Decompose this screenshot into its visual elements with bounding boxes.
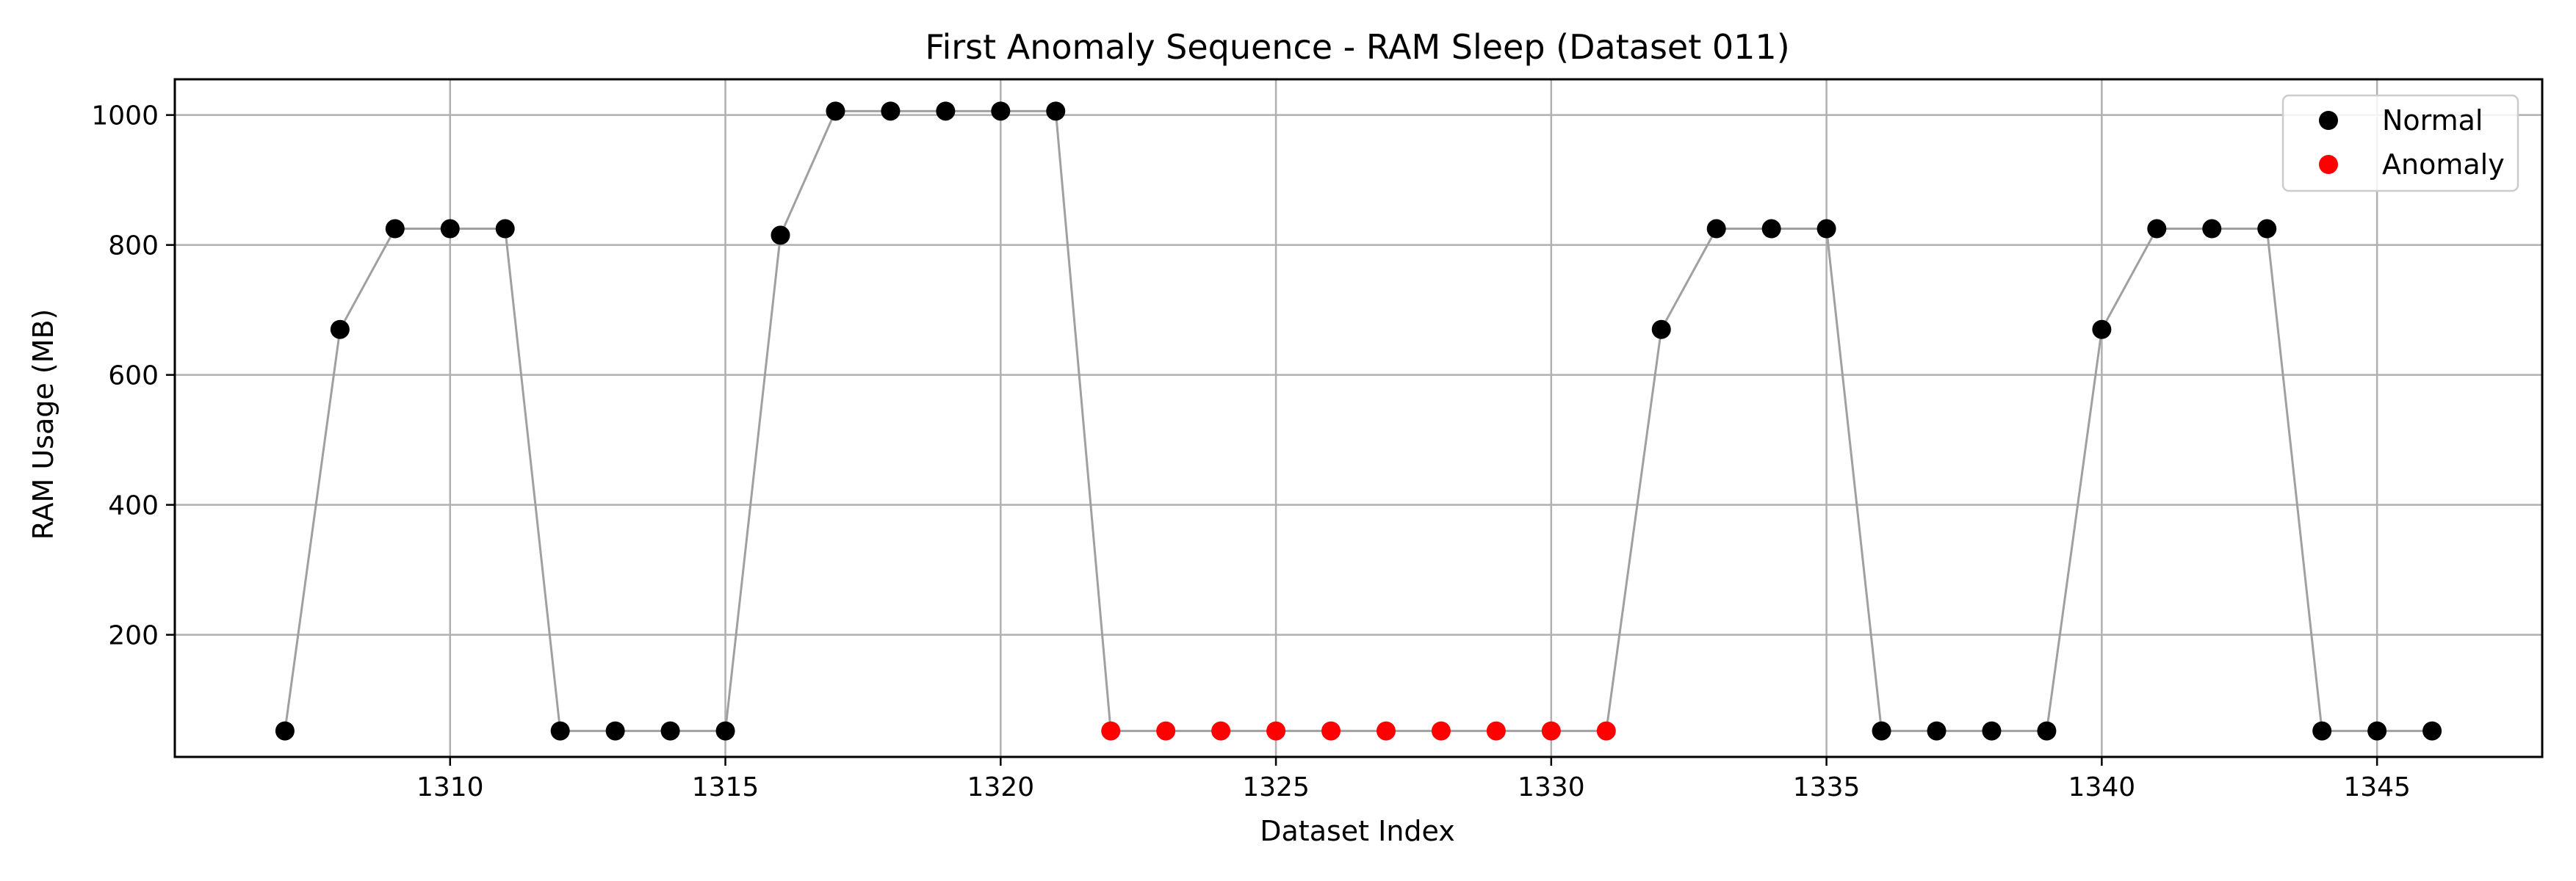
normal-point (495, 219, 515, 239)
normal-point (1982, 721, 2002, 741)
anomaly-point (1596, 721, 1616, 741)
x-tick-label: 1330 (1518, 772, 1585, 802)
normal-point (605, 721, 625, 741)
x-tick-label: 1320 (967, 772, 1034, 802)
x-tick-label: 1315 (692, 772, 760, 802)
x-tick-label: 1345 (2343, 772, 2411, 802)
normal-point (2367, 721, 2387, 741)
legend-marker-anomaly (2319, 155, 2338, 174)
normal-point (2312, 721, 2332, 741)
x-tick-label: 1340 (2068, 772, 2136, 802)
y-axis-ticks: 200 400 600 800 1000 (91, 101, 175, 651)
anomaly-point (1211, 721, 1231, 741)
plot-area-frame (173, 78, 2544, 758)
y-tick-label: 200 (108, 621, 159, 651)
anomaly-point (1486, 721, 1506, 741)
normal-point (1761, 219, 1781, 239)
normal-point (991, 101, 1011, 121)
normal-point (826, 101, 845, 121)
x-axis-ticks: 1310 1315 1320 1325 1330 1335 1340 1345 (416, 757, 2411, 802)
y-tick-label: 400 (108, 491, 159, 521)
normal-point (936, 101, 956, 121)
normal-point (2257, 219, 2277, 239)
normal-point (660, 721, 680, 741)
normal-point (2037, 721, 2057, 741)
legend-label-normal: Normal (2382, 104, 2483, 137)
normal-point (385, 219, 405, 239)
normal-point (715, 721, 735, 741)
anomaly-point (1266, 721, 1286, 741)
y-axis-label: RAM Usage (MB) (27, 309, 59, 540)
anomaly-point (1156, 721, 1176, 741)
y-tick-label: 600 (108, 361, 159, 391)
x-tick-label: 1335 (1793, 772, 1861, 802)
normal-point (2092, 319, 2112, 339)
x-axis-label: Dataset Index (1260, 815, 1455, 847)
anomaly-point (1101, 721, 1121, 741)
normal-point (2422, 721, 2442, 741)
normal-point (275, 721, 295, 741)
normal-point (1927, 721, 1947, 741)
y-tick-label: 800 (108, 231, 159, 261)
x-tick-label: 1310 (416, 772, 484, 802)
legend: Normal Anomaly (2281, 94, 2519, 192)
data-points (275, 101, 2442, 741)
legend-box (2281, 94, 2519, 192)
anomaly-point (1376, 721, 1396, 741)
series-connector-line (284, 109, 2433, 733)
normal-point (550, 721, 570, 741)
normal-point (440, 219, 460, 239)
legend-label-anomaly: Anomaly (2382, 148, 2505, 181)
anomaly-point (1321, 721, 1341, 741)
normal-point (1872, 721, 1891, 741)
normal-point (1651, 319, 1671, 339)
normal-point (1816, 219, 1836, 239)
normal-point (881, 101, 901, 121)
normal-point (1046, 101, 1066, 121)
normal-point (2202, 219, 2222, 239)
x-tick-label: 1325 (1242, 772, 1310, 802)
legend-marker-normal (2319, 111, 2338, 130)
normal-point (771, 225, 790, 245)
chart-title: First Anomaly Sequence - RAM Sleep (Data… (925, 27, 1789, 67)
anomaly-point (1541, 721, 1561, 741)
grid (175, 79, 2542, 757)
normal-point (2147, 219, 2167, 239)
y-tick-label: 1000 (91, 101, 159, 131)
connector-line (284, 109, 2433, 733)
normal-point (1706, 219, 1726, 239)
normal-point (330, 319, 350, 339)
anomaly-point (1431, 721, 1451, 741)
